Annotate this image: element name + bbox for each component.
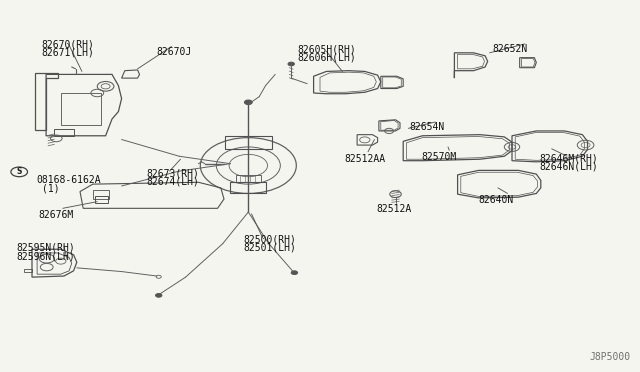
Text: S: S: [17, 167, 22, 176]
Circle shape: [156, 294, 162, 297]
Text: 82652N: 82652N: [493, 44, 528, 54]
Text: 82512A: 82512A: [376, 204, 412, 214]
Text: (1): (1): [42, 183, 60, 193]
Circle shape: [291, 271, 298, 275]
Text: 08168-6162A: 08168-6162A: [36, 175, 101, 185]
Text: 82640N: 82640N: [479, 195, 514, 205]
Text: 82674(LH): 82674(LH): [146, 176, 199, 186]
Text: 82500(RH): 82500(RH): [243, 234, 296, 244]
Text: 82595N(RH): 82595N(RH): [16, 243, 75, 253]
Text: 82606H(LH): 82606H(LH): [298, 53, 356, 63]
Text: 82673(RH): 82673(RH): [146, 168, 199, 178]
Text: 82670(RH): 82670(RH): [42, 39, 95, 49]
Text: 82596N(LH): 82596N(LH): [16, 251, 75, 261]
Text: 82512AA: 82512AA: [344, 154, 385, 164]
Text: 82676M: 82676M: [38, 210, 74, 220]
Text: 82646M(RH): 82646M(RH): [540, 154, 598, 164]
Text: 82670J: 82670J: [157, 46, 192, 57]
Text: 82654N: 82654N: [410, 122, 445, 132]
Text: 82501(LH): 82501(LH): [243, 243, 296, 253]
Circle shape: [244, 100, 252, 105]
Text: J8P5000: J8P5000: [589, 352, 630, 362]
Text: 82671(LH): 82671(LH): [42, 48, 95, 58]
Text: 82646N(LH): 82646N(LH): [540, 162, 598, 172]
Text: 82570M: 82570M: [421, 152, 456, 162]
Circle shape: [288, 62, 294, 66]
Text: 82605H(RH): 82605H(RH): [298, 45, 356, 55]
